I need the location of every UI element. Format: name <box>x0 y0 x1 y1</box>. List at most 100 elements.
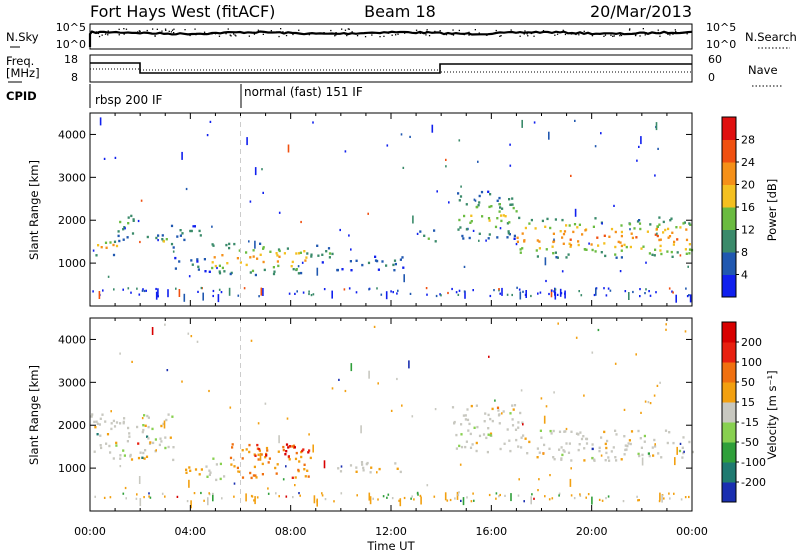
data-cell <box>272 272 276 276</box>
noise-point <box>659 35 661 37</box>
colorbar-tick-label: 24 <box>741 156 755 169</box>
data-cell <box>498 196 501 200</box>
noise-cell <box>409 292 412 295</box>
data-cell <box>355 470 358 473</box>
noise-cell <box>339 228 341 232</box>
noise-point <box>499 35 501 37</box>
data-cell <box>256 447 259 450</box>
noise-cell <box>369 496 372 505</box>
noise-cell <box>164 323 166 326</box>
data-cell <box>488 233 491 236</box>
data-cell <box>569 245 572 248</box>
noise-cell <box>323 460 326 469</box>
data-cell <box>610 450 613 453</box>
data-cell <box>162 240 165 243</box>
data-cell <box>119 454 122 457</box>
noise-cell <box>431 124 434 133</box>
data-cell <box>254 474 257 477</box>
data-cell <box>524 437 527 440</box>
data-cell <box>165 238 168 241</box>
data-cell <box>521 421 524 424</box>
data-cell <box>627 442 630 445</box>
data-cell <box>668 235 672 238</box>
data-cell <box>327 247 331 250</box>
noise-cell <box>499 227 502 230</box>
data-cell <box>221 266 224 270</box>
data-cell <box>367 261 371 265</box>
noise-point <box>575 33 577 36</box>
noise-cell <box>523 500 525 503</box>
noise-cell <box>601 222 603 225</box>
data-cell <box>623 435 626 438</box>
data-cell <box>160 440 163 443</box>
data-cell <box>685 228 688 231</box>
data-cell <box>594 217 597 220</box>
noise-point <box>280 28 282 30</box>
data-cell <box>249 271 252 274</box>
data-cell <box>491 419 494 423</box>
noise-cell <box>551 497 554 500</box>
noise-cell <box>392 291 394 294</box>
data-cell <box>524 226 527 230</box>
freq-trace <box>90 62 692 74</box>
data-cell <box>615 433 618 436</box>
data-cell <box>662 231 665 234</box>
data-cell <box>250 476 253 480</box>
noise-left-tick-high: 10^5 <box>56 21 86 34</box>
data-cell <box>254 273 257 277</box>
data-cell <box>95 420 98 423</box>
noise-cell <box>613 204 615 207</box>
noise-point <box>452 34 455 36</box>
noise-cell <box>316 267 319 276</box>
noise-cell <box>149 496 152 499</box>
data-cell <box>215 478 218 482</box>
noise-cell <box>457 493 460 497</box>
noise-cell <box>262 288 264 296</box>
noise-cell <box>573 497 576 500</box>
noise-cell <box>140 199 143 202</box>
data-cell <box>228 246 231 250</box>
data-cell <box>122 422 125 425</box>
data-cell <box>462 237 465 240</box>
noise-cell <box>653 394 656 397</box>
freq-label: Freq. <box>6 54 34 68</box>
data-cell <box>676 238 679 241</box>
data-cell <box>402 266 405 269</box>
noise-cell <box>212 289 215 293</box>
velocity-x-ticks: 00:00 04:00 08:00 12:00 16:00 20:00 00:00 <box>74 525 708 538</box>
noise-point <box>278 35 280 38</box>
data-cell <box>170 224 174 228</box>
noise-cell <box>624 290 627 293</box>
data-cell <box>523 240 526 243</box>
data-cell <box>229 272 232 276</box>
data-cell <box>515 210 518 213</box>
noise-cell <box>192 225 194 228</box>
data-cell <box>366 461 369 465</box>
noise-cell <box>569 478 572 487</box>
data-cell <box>667 236 670 239</box>
data-cell <box>629 442 632 446</box>
noise-cell <box>390 409 393 412</box>
noise-cell <box>636 159 638 162</box>
data-cell <box>507 232 510 235</box>
data-cell <box>475 441 478 445</box>
data-cell <box>256 257 259 260</box>
noise-point <box>161 30 163 32</box>
noise-cell <box>264 402 267 405</box>
data-cell <box>579 431 582 434</box>
colorbar-tick-label: 4 <box>741 269 748 282</box>
data-cell <box>110 427 113 431</box>
data-cell <box>458 199 461 202</box>
noise-cell <box>538 478 540 481</box>
noise-point <box>203 31 206 33</box>
data-cell <box>170 242 174 246</box>
data-cell <box>218 272 222 275</box>
noise-cell <box>245 493 247 502</box>
data-cell <box>639 437 642 440</box>
data-cell <box>112 457 115 460</box>
data-cell <box>670 250 673 254</box>
noise-cell <box>583 394 585 397</box>
data-cell <box>628 223 632 226</box>
noise-cell <box>679 442 682 445</box>
data-cell <box>171 415 174 418</box>
